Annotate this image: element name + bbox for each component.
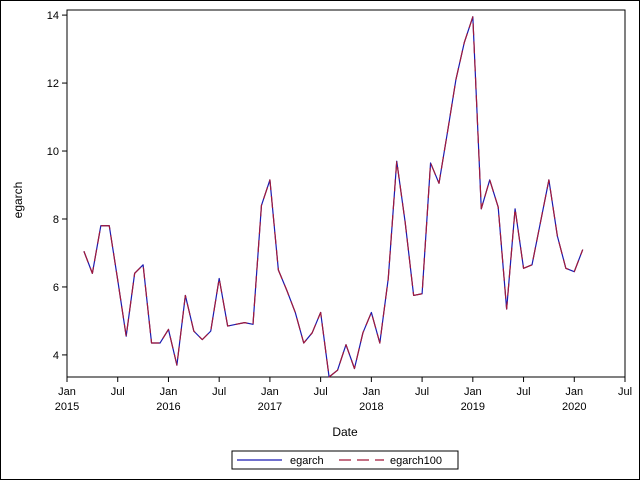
x-tick-label-month: Jan [261,386,279,398]
x-tick-label-year: 2017 [258,401,282,413]
x-axis-title: Date [332,425,358,439]
y-tick-label: 6 [53,282,59,294]
series-layer [83,16,584,378]
legend-box [231,450,459,470]
y-tick-label: 14 [47,10,59,22]
x-tick-label-month: Jan [160,386,178,398]
y-axis: 4 6 8 10 12 14 [47,10,67,362]
legend-label-egarch: egarch [290,455,324,467]
x-tick-label-month: Jan [58,386,76,398]
x-tick-label-year: 2019 [461,401,485,413]
x-tick-label-month: Jul [314,386,328,398]
x-axis: Jan 2015 Jul Jan 2016 Jul Jan 2017 Jul Jan 2018 Jul… [55,377,632,413]
x-tick-label-month: Jul [212,386,226,398]
x-tick-label-month: Jan [362,386,380,398]
x-tick-label-year: 2018 [359,401,383,413]
x-tick-label-month: Jul [517,386,531,398]
y-axis-title: egarch [11,182,25,219]
x-tick-label-month: Jul [618,386,632,398]
series-line-egarch [83,16,584,378]
legend: egarch egarch100 [231,450,459,470]
y-tick-label: 4 [53,350,59,362]
x-tick-label-year: 2020 [562,401,586,413]
x-tick-label-month: Jul [415,386,429,398]
plot-area [66,9,626,378]
x-tick-label-month: Jan [565,386,583,398]
series-line-egarch100 [83,16,584,378]
y-tick-label: 10 [47,146,59,158]
x-tick-label-month: Jan [464,386,482,398]
y-tick-label: 8 [53,214,59,226]
y-tick-label: 12 [47,78,59,90]
x-tick-label-year: 2016 [156,401,180,413]
x-tick-label-month: Jul [111,386,125,398]
legend-label-egarch100: egarch100 [390,455,442,467]
x-tick-label-year: 2015 [55,401,79,413]
